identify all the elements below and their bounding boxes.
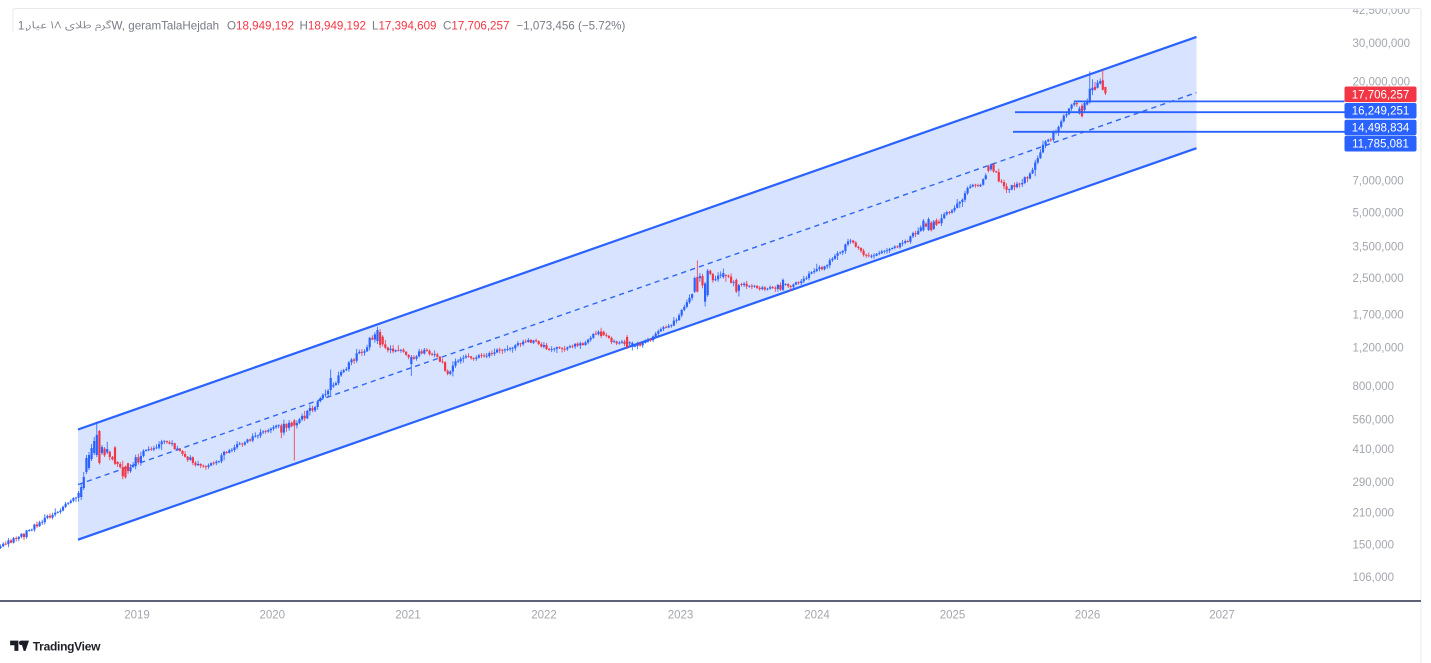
svg-text:14,498,834: 14,498,834 [1352, 123, 1410, 135]
svg-text:1,700,000: 1,700,000 [1353, 310, 1404, 322]
svg-text:210,000: 210,000 [1353, 508, 1395, 520]
svg-text:410,000: 410,000 [1353, 444, 1395, 456]
svg-text:L17,394,609: L17,394,609 [372, 20, 436, 33]
svg-text:,: , [25, 20, 28, 33]
svg-text:7,000,000: 7,000,000 [1353, 176, 1404, 188]
svg-text:150,000: 150,000 [1353, 539, 1395, 551]
svg-text:11,785,081: 11,785,081 [1352, 139, 1409, 151]
svg-text:3,500,000: 3,500,000 [1353, 241, 1404, 253]
svg-text:1: 1 [18, 20, 24, 33]
svg-text:1,200,000: 1,200,000 [1353, 343, 1404, 355]
svg-text:O18,949,192: O18,949,192 [227, 20, 294, 33]
svg-text:2023: 2023 [668, 610, 694, 622]
svg-text:C17,706,257: C17,706,257 [443, 20, 509, 33]
svg-text:2024: 2024 [804, 610, 830, 622]
svg-text:17,706,257: 17,706,257 [1352, 89, 1410, 101]
svg-text:20,000,000: 20,000,000 [1353, 76, 1411, 88]
svg-text:2021: 2021 [395, 610, 421, 622]
svg-text:W, geramTalaHejdah: W, geramTalaHejdah [112, 20, 220, 33]
svg-text:2020: 2020 [260, 610, 286, 622]
svg-text:290,000: 290,000 [1353, 477, 1395, 489]
svg-text:−1,073,456 (−5.72%): −1,073,456 (−5.72%) [516, 20, 625, 33]
svg-text:2027: 2027 [1209, 610, 1235, 622]
svg-text:2,500,000: 2,500,000 [1353, 273, 1404, 285]
svg-text:5,000,000: 5,000,000 [1353, 208, 1404, 220]
svg-text:30,000,000: 30,000,000 [1353, 38, 1411, 50]
svg-text:106,000: 106,000 [1353, 572, 1395, 584]
svg-text:2022: 2022 [531, 610, 557, 622]
svg-text:H18,949,192: H18,949,192 [300, 20, 366, 33]
svg-text:2019: 2019 [124, 610, 150, 622]
svg-text:800,000: 800,000 [1353, 381, 1395, 393]
svg-text:560,000: 560,000 [1353, 415, 1395, 427]
svg-text:2025: 2025 [940, 610, 966, 622]
svg-text:16,249,251: 16,249,251 [1352, 106, 1410, 118]
svg-text:TradingView: TradingView [33, 640, 101, 654]
svg-text:2026: 2026 [1075, 610, 1101, 622]
